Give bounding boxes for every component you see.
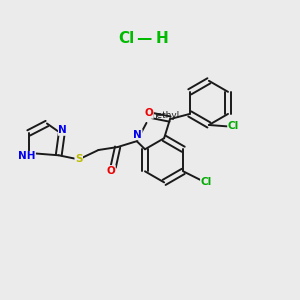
Text: N: N [133, 130, 142, 140]
Text: H: H [155, 31, 168, 46]
Text: NH: NH [18, 152, 35, 161]
Text: Cl: Cl [118, 31, 135, 46]
Text: N: N [58, 125, 67, 135]
Text: O: O [106, 166, 115, 176]
Text: Cl: Cl [201, 177, 212, 187]
Text: methyl: methyl [148, 111, 179, 120]
Text: —: — [136, 31, 152, 46]
Text: Cl: Cl [228, 122, 239, 131]
Text: O: O [144, 108, 153, 118]
Text: S: S [75, 154, 82, 164]
